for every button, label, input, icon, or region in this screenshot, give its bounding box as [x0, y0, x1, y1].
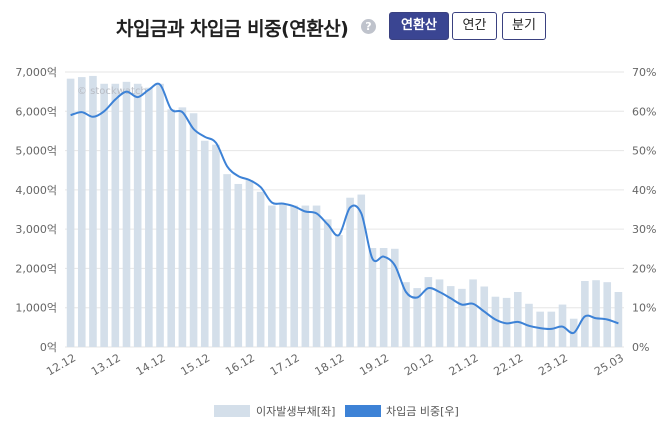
x-tick-label: 21.12: [447, 351, 481, 378]
x-tick-label: 15.12: [178, 351, 212, 378]
bar-series: [66, 75, 623, 348]
bar[interactable]: [100, 83, 108, 348]
bar[interactable]: [290, 205, 298, 347]
legend-bar-swatch: [214, 405, 250, 417]
bar[interactable]: [234, 183, 243, 347]
right-tick-label: 30%: [632, 223, 656, 236]
bar[interactable]: [513, 292, 522, 347]
bar[interactable]: [145, 87, 153, 347]
legend-line-label: 차입금 비중[우]: [386, 405, 459, 418]
left-tick-label: 3,000억: [15, 223, 57, 236]
bar[interactable]: [245, 180, 254, 347]
watermark: © stockwatch: [77, 86, 147, 97]
legend-line-swatch: [345, 405, 381, 417]
x-tick-label: 25.03: [592, 351, 626, 378]
bar[interactable]: [268, 205, 276, 347]
chart-title: 차입금과 차입금 비중(연환산): [116, 18, 349, 40]
bar[interactable]: [122, 81, 131, 348]
bar[interactable]: [424, 277, 433, 347]
bar[interactable]: [379, 248, 388, 347]
x-tick-label: 17.12: [268, 351, 302, 378]
bar[interactable]: [223, 174, 231, 347]
x-tick-label: 18.12: [313, 351, 347, 378]
bar[interactable]: [592, 280, 600, 347]
x-tick-label: 12.12: [44, 351, 78, 378]
question-icon[interactable]: ?: [361, 19, 376, 34]
left-tick-label: 7,000억: [15, 66, 57, 79]
x-tick-label: 14.12: [134, 351, 168, 378]
ratio-line: [70, 82, 619, 335]
bar[interactable]: [335, 235, 343, 347]
x-tick-label: 22.12: [492, 351, 526, 378]
bar[interactable]: [212, 144, 220, 347]
right-tick-label: 40%: [632, 184, 656, 197]
bar[interactable]: [435, 279, 444, 347]
bar[interactable]: [458, 288, 466, 347]
quarterly-button[interactable]: 분기: [502, 12, 546, 40]
left-tick-label: 1,000억: [15, 302, 57, 315]
bar[interactable]: [480, 286, 489, 348]
legend-bar-label: 이자발생부채[좌]: [256, 405, 335, 418]
bar[interactable]: [581, 281, 589, 347]
x-tick-label: 20.12: [402, 351, 436, 378]
bar[interactable]: [536, 311, 544, 347]
bar[interactable]: [614, 292, 623, 347]
bar[interactable]: [491, 296, 500, 347]
bar[interactable]: [346, 197, 354, 347]
bar[interactable]: [111, 83, 120, 348]
x-tick-label: 13.12: [89, 351, 123, 378]
bar[interactable]: [391, 248, 399, 347]
right-tick-label: 70%: [632, 66, 656, 79]
bar[interactable]: [368, 248, 377, 347]
bar[interactable]: [167, 109, 176, 347]
bar[interactable]: [312, 205, 321, 347]
right-tick-label: 60%: [632, 105, 656, 118]
right-tick-label: 10%: [632, 302, 656, 315]
x-tick-label: 19.12: [357, 351, 391, 378]
x-axis-ticks: 12.12 13.12 14.12 15.12 16.12 17.12 18.12 19.12…: [44, 351, 626, 378]
bar[interactable]: [156, 83, 164, 348]
chart-header: 차입금과 차입금 비중(연환산) ? 연환산 연간 분기: [0, 10, 664, 44]
bar[interactable]: [178, 107, 187, 347]
bar[interactable]: [200, 140, 209, 347]
bar[interactable]: [323, 219, 332, 347]
bar[interactable]: [256, 191, 265, 347]
x-tick-label: 23.12: [536, 351, 570, 378]
left-tick-label: 4,000억: [15, 184, 57, 197]
bar[interactable]: [301, 205, 310, 347]
left-tick-label: 2,000억: [15, 262, 57, 275]
left-axis-ticks: 0억 1,000억 2,000억 3,000억 4,000억 5,000억 6,000억 7,…: [15, 66, 57, 354]
left-tick-label: 5,000억: [15, 145, 57, 158]
bar[interactable]: [413, 288, 421, 347]
left-tick-label: 0억: [40, 341, 57, 354]
annualized-button[interactable]: 연환산: [389, 12, 449, 40]
bar[interactable]: [446, 286, 455, 347]
right-tick-label: 20%: [632, 262, 656, 275]
bar[interactable]: [603, 282, 612, 347]
bar[interactable]: [77, 77, 86, 347]
bar[interactable]: [66, 78, 75, 347]
bar[interactable]: [357, 194, 366, 347]
bar[interactable]: [89, 75, 97, 347]
bar[interactable]: [133, 83, 142, 348]
yearly-button[interactable]: 연간: [452, 12, 497, 40]
right-tick-label: 50%: [632, 145, 656, 158]
right-tick-label: 0%: [632, 341, 649, 354]
bar[interactable]: [469, 279, 477, 347]
left-tick-label: 6,000억: [15, 105, 57, 118]
right-axis-ticks: 0% 10% 20% 30% 40% 50% 60% 70%: [632, 66, 656, 354]
x-tick-label: 16.12: [223, 351, 257, 378]
legend[interactable]: 이자발생부채[좌] 차입금 비중[우]: [214, 405, 459, 418]
bar[interactable]: [189, 113, 198, 347]
bar[interactable]: [402, 282, 410, 347]
bar[interactable]: [279, 203, 287, 347]
